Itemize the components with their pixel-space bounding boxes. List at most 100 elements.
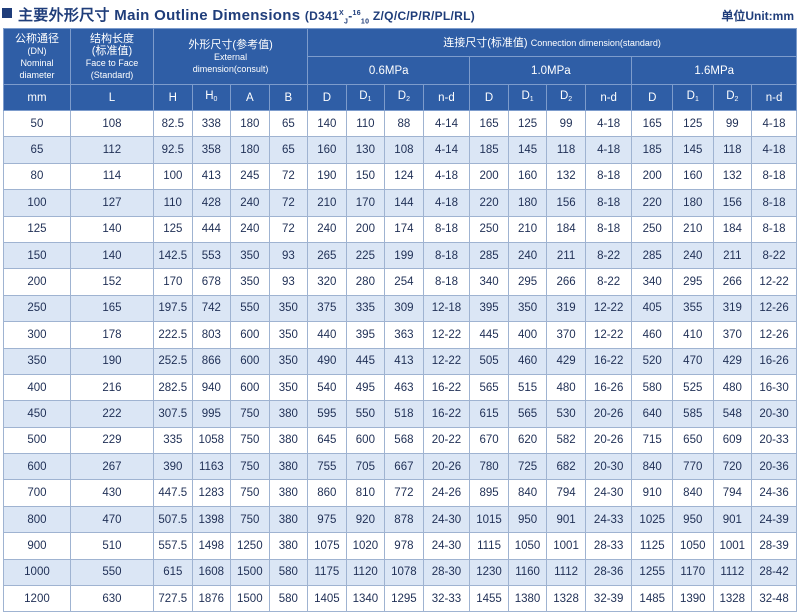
- table-cell: 130: [345, 136, 386, 164]
- table-cell: 12-18: [422, 294, 471, 323]
- table-cell: 550: [345, 400, 386, 428]
- table-cell: 1163: [191, 453, 232, 481]
- table-cell: 72: [268, 162, 309, 191]
- table-cell: 1405: [307, 585, 347, 613]
- table-cell: 1001: [546, 532, 586, 560]
- table-row: 250 165 197.5 742 550 350 375 335 309 12-18 395 350…: [3, 294, 797, 323]
- table-cell: 20-36: [751, 453, 797, 481]
- table-cell: 20-30: [751, 400, 797, 428]
- header-D1: D1: [507, 84, 548, 111]
- header-D1: D1: [672, 84, 714, 111]
- table-cell: 309: [384, 294, 424, 323]
- table-cell: 152: [69, 268, 155, 296]
- table-cell: 1398: [191, 505, 232, 534]
- table-cell: 24-36: [751, 479, 797, 507]
- table-cell: 8-18: [422, 268, 471, 296]
- table-cell: 900: [3, 532, 71, 560]
- table-cell: 400: [3, 373, 71, 402]
- table-cell: 1498: [191, 532, 232, 560]
- header-nd: n-d: [584, 84, 633, 111]
- title-bar: 主要外形尺寸 Main Outline Dimensions (D341XJ-1…: [0, 0, 800, 30]
- table-cell: 250: [469, 215, 509, 243]
- table-cell: 901: [712, 505, 753, 534]
- table-cell: 350: [230, 268, 270, 296]
- table-cell: 200: [3, 268, 71, 296]
- table-cell: 490: [307, 347, 347, 375]
- table-cell: 28-30: [422, 558, 471, 587]
- table-cell: 240: [507, 241, 548, 270]
- table-cell: 1283: [191, 479, 232, 507]
- table-cell: 200: [345, 215, 386, 243]
- table-cell: 1255: [631, 558, 673, 587]
- table-cell: 1200: [3, 585, 71, 613]
- table-cell: 180: [230, 109, 270, 138]
- table-cell: 350: [507, 294, 548, 323]
- table-cell: 725: [507, 453, 548, 481]
- table-cell: 178: [69, 321, 155, 349]
- table-body: 50 108 82.5 338 180 65 140 110 88 4-14 165 125 99 4-1…: [3, 109, 797, 613]
- table-cell: 1115: [469, 532, 509, 560]
- header-L: L: [69, 84, 155, 111]
- header-nd: n-d: [751, 84, 797, 111]
- table-cell: 550: [69, 558, 155, 587]
- table-cell: 125: [3, 215, 71, 243]
- table-cell: 210: [507, 215, 548, 243]
- table-cell: 840: [507, 479, 548, 507]
- table-cell: 750: [230, 400, 270, 428]
- table-cell: 507.5: [153, 505, 193, 534]
- table-cell: 110: [153, 189, 193, 217]
- table-cell: 12-26: [751, 321, 797, 349]
- header-D2: D2: [384, 84, 424, 111]
- table-row: 600 267 390 1163 750 380 755 705 667 20-26 780 725 6…: [3, 453, 797, 481]
- table-cell: 93: [268, 241, 309, 270]
- table-cell: 12-22: [584, 321, 633, 349]
- table-cell: 180: [230, 136, 270, 164]
- table-row: 450 222 307.5 995 750 380 595 550 518 16-22 615 565…: [3, 400, 797, 428]
- table-cell: 878: [384, 505, 424, 534]
- table-cell: 100: [3, 189, 71, 217]
- table-cell: 350: [3, 347, 71, 375]
- table-cell: 16-22: [422, 373, 471, 402]
- table-cell: 28-33: [584, 532, 633, 560]
- table-cell: 920: [345, 505, 386, 534]
- table-cell: 460: [631, 321, 673, 349]
- header-nd: n-d: [422, 84, 471, 111]
- header-D: D: [631, 84, 673, 111]
- table-cell: 93: [268, 268, 309, 296]
- table-cell: 8-18: [751, 162, 797, 191]
- table-cell: 405: [631, 294, 673, 323]
- table-row: 125 140 125 444 240 72 240 200 174 8-18 250 210 184 8…: [3, 215, 797, 243]
- table-cell: 220: [469, 189, 509, 217]
- table-cell: 1001: [712, 532, 753, 560]
- table-cell: 335: [153, 426, 193, 455]
- table-cell: 210: [672, 215, 714, 243]
- table-cell: 463: [384, 373, 424, 402]
- header-pressure-1-6: 1.6MPa: [631, 56, 797, 85]
- table-cell: 600: [230, 347, 270, 375]
- table-cell: 108: [69, 109, 155, 138]
- table-cell: 557.5: [153, 532, 193, 560]
- table-cell: 940: [191, 373, 232, 402]
- table-cell: 640: [631, 400, 673, 428]
- table-cell: 92.5: [153, 136, 193, 164]
- table-cell: 1125: [631, 532, 673, 560]
- table-cell: 515: [507, 373, 548, 402]
- table-cell: 16-22: [584, 347, 633, 375]
- table-cell: 355: [672, 294, 714, 323]
- table-cell: 184: [546, 215, 586, 243]
- table-cell: 1112: [712, 558, 753, 587]
- table-cell: 480: [546, 373, 586, 402]
- table-cell: 705: [345, 453, 386, 481]
- table-cell: 1120: [345, 558, 386, 587]
- header-external-dimension: 外形尺寸(参考值) External dimension(consult): [153, 28, 309, 85]
- table-cell: 548: [712, 400, 753, 428]
- table-cell: 525: [672, 373, 714, 402]
- table-cell: 350: [268, 321, 309, 349]
- table-cell: 370: [712, 321, 753, 349]
- table-cell: 16-26: [751, 347, 797, 375]
- table-cell: 810: [345, 479, 386, 507]
- table-cell: 568: [384, 426, 424, 455]
- table-cell: 285: [631, 241, 673, 270]
- header-face-to-face: 结构长度 (标准值) Face to Face (Standard): [69, 28, 155, 85]
- table-cell: 82.5: [153, 109, 193, 138]
